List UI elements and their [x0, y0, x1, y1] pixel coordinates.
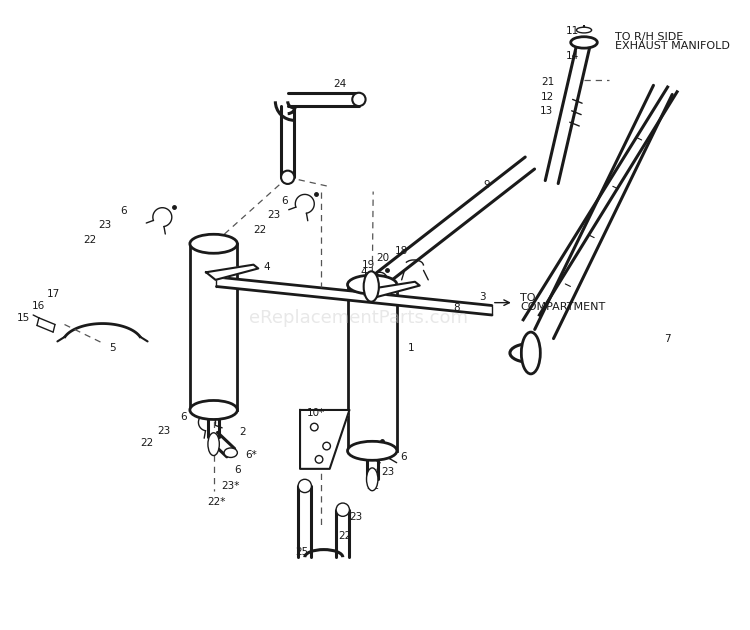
- Text: 22*: 22*: [207, 497, 226, 507]
- Text: COMPARTMENT: COMPARTMENT: [520, 302, 606, 312]
- Ellipse shape: [521, 332, 540, 374]
- Text: 6: 6: [120, 205, 127, 215]
- Circle shape: [322, 442, 331, 450]
- Ellipse shape: [298, 479, 311, 493]
- Text: 16: 16: [32, 301, 46, 311]
- Ellipse shape: [281, 171, 294, 184]
- Text: 6*: 6*: [246, 450, 257, 460]
- Text: 13: 13: [539, 106, 553, 116]
- Text: 2: 2: [240, 427, 246, 437]
- Text: 4: 4: [263, 261, 270, 272]
- Polygon shape: [300, 410, 350, 469]
- Text: 6: 6: [281, 196, 288, 206]
- Ellipse shape: [577, 27, 592, 33]
- Text: EXHAUST MANIFOLD: EXHAUST MANIFOLD: [615, 41, 730, 51]
- Text: TO R/H SIDE: TO R/H SIDE: [615, 32, 683, 42]
- Text: 1: 1: [408, 343, 415, 353]
- Ellipse shape: [224, 448, 237, 457]
- Polygon shape: [206, 265, 258, 280]
- Ellipse shape: [190, 234, 237, 253]
- Polygon shape: [217, 277, 492, 315]
- Polygon shape: [368, 282, 420, 297]
- Ellipse shape: [364, 272, 379, 302]
- Text: 23: 23: [350, 512, 363, 522]
- Circle shape: [315, 455, 322, 463]
- Text: 6: 6: [180, 411, 187, 421]
- Text: 19: 19: [362, 260, 375, 270]
- Text: 23*: 23*: [221, 481, 240, 491]
- Bar: [190, 244, 237, 410]
- Text: 8: 8: [454, 304, 460, 313]
- Ellipse shape: [347, 275, 397, 294]
- Text: 23: 23: [381, 467, 394, 477]
- Text: 4: 4: [360, 267, 367, 277]
- Text: 18: 18: [395, 246, 408, 256]
- Text: 25: 25: [296, 547, 308, 558]
- Text: 17: 17: [46, 289, 60, 299]
- Ellipse shape: [347, 441, 397, 461]
- Text: TO: TO: [520, 293, 536, 303]
- Text: 14: 14: [566, 51, 579, 60]
- Text: 6: 6: [400, 452, 406, 462]
- Text: 15: 15: [17, 313, 30, 323]
- Circle shape: [310, 423, 318, 431]
- Text: 5: 5: [110, 343, 116, 353]
- Text: 22: 22: [254, 224, 267, 234]
- Text: 23: 23: [158, 426, 171, 436]
- Text: 22: 22: [338, 531, 351, 541]
- Text: eReplacementParts.com: eReplacementParts.com: [250, 309, 469, 327]
- Ellipse shape: [208, 433, 219, 455]
- Text: 10*: 10*: [307, 408, 326, 418]
- Text: 12: 12: [542, 91, 554, 101]
- Text: 11: 11: [566, 26, 579, 36]
- Ellipse shape: [367, 468, 378, 491]
- Ellipse shape: [352, 93, 365, 106]
- Ellipse shape: [190, 401, 237, 420]
- Text: 22: 22: [140, 438, 154, 448]
- Ellipse shape: [571, 37, 597, 48]
- Text: 3: 3: [479, 292, 486, 302]
- Text: 22: 22: [367, 481, 380, 491]
- Text: 21: 21: [542, 77, 554, 88]
- Text: 22: 22: [83, 235, 97, 245]
- Text: 23: 23: [98, 220, 111, 230]
- Text: 9: 9: [484, 180, 490, 190]
- Text: 6: 6: [234, 465, 241, 475]
- Text: 20: 20: [376, 253, 389, 263]
- Bar: [347, 285, 397, 451]
- Text: 24: 24: [333, 79, 346, 89]
- Ellipse shape: [336, 503, 350, 517]
- Text: 23: 23: [267, 210, 280, 220]
- Text: 7: 7: [664, 334, 671, 344]
